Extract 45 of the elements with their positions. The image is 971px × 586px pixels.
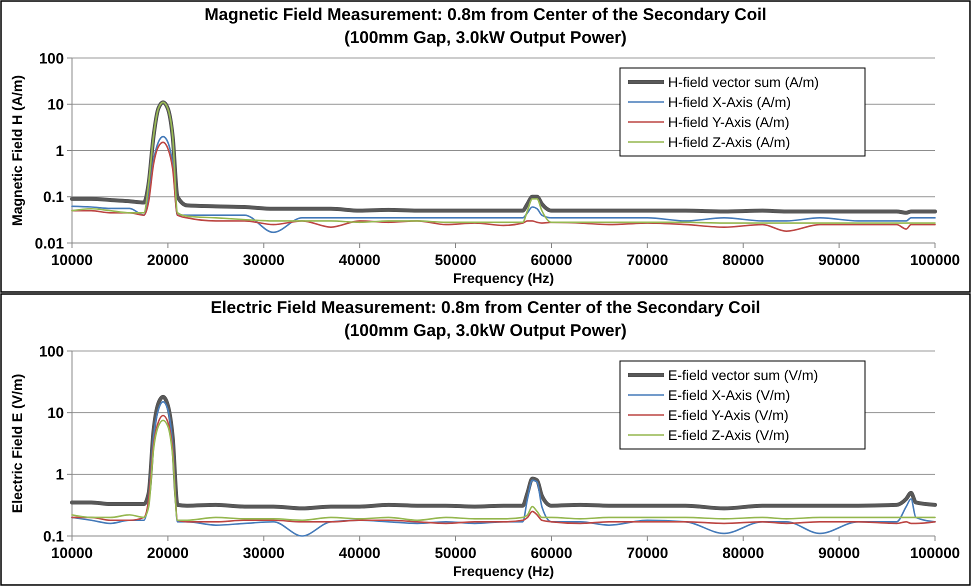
- x-tick-label: 80000: [722, 545, 764, 562]
- y-tick-label: 1: [56, 142, 64, 160]
- x-tick-label: 80000: [722, 252, 764, 269]
- legend-label: E-field Z-Axis (V/m): [668, 426, 790, 443]
- x-axis-title: Frequency (Hz): [452, 270, 554, 286]
- x-tick-label: 60000: [530, 545, 572, 562]
- chart-subtitle: (100mm Gap, 3.0kW Output Power): [344, 28, 627, 47]
- x-tick-label: 50000: [434, 252, 476, 269]
- x-tick-label: 100000: [910, 545, 960, 562]
- legend-label: E-field X-Axis (V/m): [668, 386, 790, 403]
- x-tick-label: 40000: [338, 252, 381, 269]
- y-tick-label: 100: [38, 50, 64, 68]
- x-tick-label: 40000: [338, 545, 381, 562]
- x-tick-label: 60000: [530, 252, 572, 269]
- chart-title: Magnetic Field Measurement: 0.8m from Center of the Secondary Coil: [204, 5, 767, 24]
- x-tick-label: 20000: [147, 545, 189, 562]
- y-axis-title: Magnetic Field H (A/m): [9, 75, 25, 226]
- y-tick-label: 0.1: [43, 189, 64, 206]
- legend-label: E-field vector sum (V/m): [668, 366, 818, 383]
- y-tick-label: 1: [56, 466, 64, 484]
- y-tick-label: 10: [47, 96, 64, 114]
- y-tick-label: 0.1: [43, 528, 64, 546]
- x-tick-label: 50000: [434, 545, 476, 562]
- x-tick-label: 10000: [51, 252, 93, 269]
- chart-subtitle: (100mm Gap, 3.0kW Output Power): [344, 321, 627, 340]
- x-tick-label: 90000: [818, 252, 860, 269]
- legend-label: H-field Y-Axis (A/m): [668, 114, 790, 130]
- legend-label: H-field X-Axis (A/m): [668, 94, 791, 110]
- legend-label: E-field Y-Axis (V/m): [668, 406, 789, 423]
- legend-label: H-field Z-Axis (A/m): [668, 134, 790, 150]
- y-axis-title: Electric Field E (V/m): [9, 374, 25, 514]
- x-tick-label: 100000: [910, 252, 960, 269]
- x-tick-label: 90000: [818, 545, 860, 562]
- y-tick-label: 0.01: [34, 235, 64, 252]
- x-tick-label: 30000: [242, 545, 285, 562]
- chart-title: Electric Field Measurement: 0.8m from Center of the Secondary Coil: [210, 298, 760, 317]
- x-axis-title: Frequency (Hz): [452, 563, 554, 579]
- y-tick-label: 100: [38, 343, 64, 360]
- x-tick-label: 10000: [51, 545, 93, 562]
- x-tick-label: 20000: [147, 252, 189, 269]
- x-tick-label: 70000: [626, 545, 668, 562]
- legend-label: H-field vector sum (A/m): [668, 74, 819, 90]
- x-tick-label: 70000: [626, 252, 668, 269]
- x-tick-label: 30000: [242, 252, 285, 269]
- y-tick-label: 10: [47, 404, 64, 422]
